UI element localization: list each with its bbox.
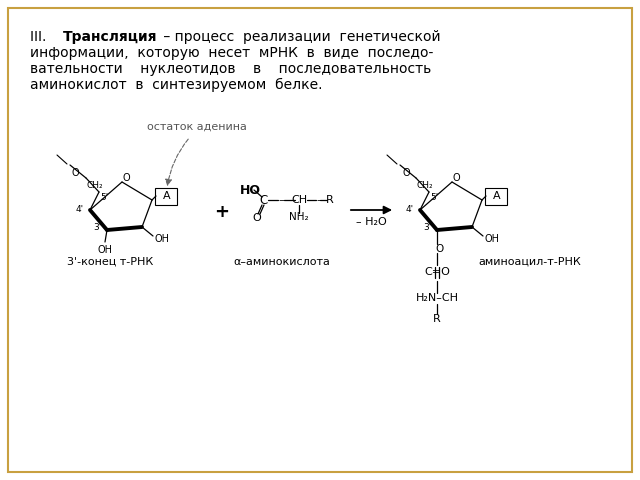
Text: 4': 4' — [406, 204, 414, 214]
FancyBboxPatch shape — [485, 188, 507, 205]
Text: аминоацил-т-РНК: аминоацил-т-РНК — [479, 257, 581, 267]
Text: 5': 5' — [430, 193, 438, 203]
Text: R: R — [326, 195, 334, 205]
Text: C=O: C=O — [424, 267, 450, 277]
Text: – H₂O: – H₂O — [356, 217, 387, 227]
Text: O: O — [71, 168, 79, 178]
Text: OH: OH — [154, 234, 170, 244]
Text: R: R — [433, 314, 441, 324]
Text: HO: HO — [240, 183, 261, 196]
Text: CH: CH — [291, 195, 307, 205]
Text: OH: OH — [97, 245, 113, 255]
Text: аминокислот  в  синтезируемом  белке.: аминокислот в синтезируемом белке. — [30, 78, 323, 92]
Text: III.: III. — [30, 30, 55, 44]
Text: C: C — [260, 193, 268, 206]
Text: остаток аденина: остаток аденина — [147, 122, 247, 132]
Text: 3': 3' — [423, 223, 431, 231]
Text: Трансляция: Трансляция — [63, 30, 157, 44]
Text: O: O — [435, 244, 443, 254]
Text: –: – — [278, 195, 284, 205]
Text: O: O — [122, 173, 130, 183]
Text: +: + — [214, 203, 230, 221]
Text: A: A — [493, 191, 501, 201]
Text: информации,  которую  несет  мРНК  в  виде  последо-: информации, которую несет мРНК в виде по… — [30, 46, 433, 60]
Text: 3'-конец т-РНК: 3'-конец т-РНК — [67, 257, 153, 267]
Text: H₂N–CH: H₂N–CH — [415, 293, 458, 303]
Text: CH₂: CH₂ — [86, 180, 103, 190]
Text: вательности    нуклеотидов    в    последовательность: вательности нуклеотидов в последовательн… — [30, 62, 431, 76]
Text: 4': 4' — [76, 204, 84, 214]
Text: CH₂: CH₂ — [417, 180, 433, 190]
FancyBboxPatch shape — [155, 188, 177, 205]
Text: O: O — [253, 213, 261, 223]
Text: 3': 3' — [93, 223, 101, 231]
Text: A: A — [163, 191, 171, 201]
Text: – процесс  реализации  генетической: – процесс реализации генетической — [159, 30, 440, 44]
Text: O: O — [452, 173, 460, 183]
Text: 5': 5' — [100, 193, 108, 203]
Text: OH: OH — [484, 234, 499, 244]
Text: O: O — [402, 168, 410, 178]
Text: α–аминокислота: α–аминокислота — [234, 257, 330, 267]
Text: –: – — [316, 195, 322, 205]
Text: NH₂: NH₂ — [289, 212, 309, 222]
